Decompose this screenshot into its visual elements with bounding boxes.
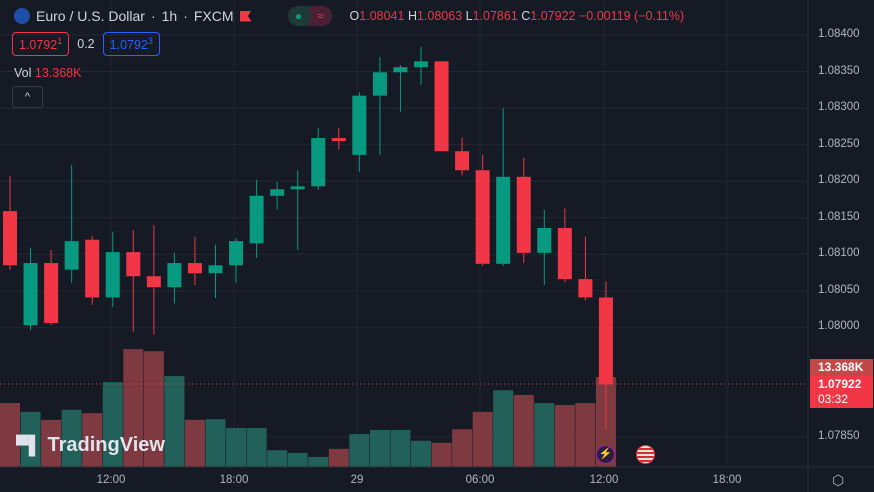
volume-bar [493, 390, 514, 467]
candle-body [208, 265, 223, 274]
volume-bar [267, 450, 288, 467]
time-axis-label: 06:00 [465, 474, 495, 486]
time-axis-label: 29 [350, 474, 364, 486]
collapse-legend-button[interactable]: ^ [12, 86, 43, 108]
sell-button[interactable]: 1.07921 [12, 32, 70, 57]
time-axis-label: 12:00 [589, 474, 619, 486]
eurusd-flag-icon [14, 8, 30, 24]
candle-body [146, 276, 161, 288]
volume-bar [205, 419, 226, 467]
spread: 0.2 [77, 37, 95, 52]
candle-body [3, 211, 17, 266]
candle-body [187, 263, 202, 274]
candle-body [434, 61, 449, 152]
ohlc-legend: O1.08041 H1.08063 L1.07861 C1.07922 −0.0… [349, 9, 685, 23]
candle-body [23, 263, 38, 326]
exchange: FXCM [193, 8, 234, 24]
tv-logo-icon: ▀▌ [16, 435, 42, 455]
price-axis-label: 1.08050 [818, 283, 860, 296]
volume-bar [390, 429, 411, 467]
volume-bar [349, 434, 370, 467]
price-axis-label: 1.08200 [818, 174, 860, 187]
candle-body [598, 297, 613, 385]
tradingview-logo: ▀▌ TradingView [16, 434, 165, 456]
candle-body [352, 95, 367, 155]
candle-body [557, 227, 572, 280]
candle-body [290, 186, 305, 190]
approx-icon: ≈ [309, 6, 332, 26]
volume-bar [102, 382, 123, 467]
volume-legend: Vol 13.368K [14, 66, 82, 80]
candle-body [167, 263, 182, 288]
us-flag-event-icon[interactable] [636, 445, 655, 464]
volume-tag: 13.368K [810, 359, 873, 376]
symbol-header: Euro / U.S. Dollar · 1h · FXCM ● ≈ O1.08… [14, 6, 684, 26]
price-axis-label: 1.08350 [818, 64, 860, 77]
candle-body [516, 176, 531, 253]
time-axis-label: 12:00 [96, 474, 126, 486]
volume-bar [472, 411, 493, 467]
volume-bar [575, 403, 596, 467]
price-axis-label: 1.08250 [818, 137, 860, 150]
price-axis-label: 1.08150 [818, 210, 860, 223]
volume-bar [308, 456, 329, 467]
volume-bar [61, 409, 82, 467]
volume-bar [226, 427, 247, 467]
volume-bar [369, 429, 390, 467]
flag-icon[interactable] [239, 10, 252, 22]
volume-bar [20, 411, 41, 467]
candle-body [455, 151, 470, 171]
candle-body [126, 252, 141, 277]
volume-bar [554, 405, 575, 467]
volume-bar [328, 448, 349, 467]
volume-bar [287, 452, 308, 467]
candle-body [414, 61, 428, 68]
buy-button[interactable]: 1.07923 [102, 32, 160, 57]
candle-body [270, 189, 285, 196]
candle-body [64, 241, 79, 270]
candle-body [475, 170, 490, 264]
candle-body [537, 227, 552, 253]
price-axis-label: 1.08300 [818, 101, 860, 114]
candle-body [331, 138, 346, 141]
candle-body [229, 241, 244, 266]
volume-bar [513, 394, 534, 467]
volume-bar [123, 349, 144, 467]
lightning-event-icon[interactable]: ⚡ [596, 445, 615, 464]
symbol-name[interactable]: Euro / U.S. Dollar [36, 8, 145, 24]
price-tag: 1.07922 03:32 [810, 376, 873, 408]
candle-body [393, 67, 408, 73]
volume-bar [184, 419, 205, 467]
volume-bar [82, 413, 103, 467]
price-axis-label: 1.08400 [818, 28, 860, 40]
candle-body [105, 252, 120, 298]
volume-bar [411, 440, 431, 467]
volume-bar [143, 351, 164, 467]
settings-icon[interactable]: ⬡ [832, 472, 845, 488]
volume-bar [246, 427, 267, 467]
candle-body [249, 195, 264, 244]
volume-bar [0, 403, 20, 467]
price-axis-label: 1.08000 [818, 320, 860, 333]
volume-bar [431, 442, 452, 467]
volume-bar [452, 429, 473, 467]
candle-body [85, 239, 100, 298]
buy-sell-panel: 1.07921 0.2 1.07923 [12, 32, 160, 57]
price-axis-label: 1.07850 [818, 430, 860, 443]
candle-body [496, 176, 511, 264]
interval[interactable]: 1h [161, 8, 178, 24]
market-open-dot-icon: ● [287, 6, 310, 26]
time-axis-label: 18:00 [219, 474, 249, 486]
volume-bar [164, 376, 185, 467]
price-axis-label: 1.08100 [818, 247, 860, 260]
market-status[interactable]: ● ≈ [287, 6, 332, 26]
candle-body [578, 279, 593, 298]
time-axis-label: 18:00 [712, 474, 742, 486]
candle-body [311, 138, 326, 187]
candle-body [372, 72, 387, 96]
volume-bar [41, 419, 62, 467]
candle-body [44, 263, 59, 324]
volume-bar [534, 403, 555, 467]
